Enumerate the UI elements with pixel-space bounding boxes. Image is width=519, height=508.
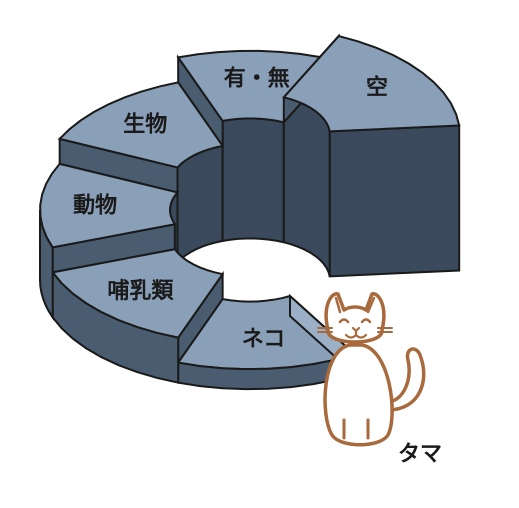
cat-illustration: タマ <box>318 294 442 466</box>
cat-label: タマ <box>398 441 442 466</box>
segment-label: 動物 <box>73 192 117 217</box>
segment-label: 空 <box>366 75 388 100</box>
cat-drawing <box>318 294 424 445</box>
segment-label: 有・無 <box>224 65 290 90</box>
hierarchy-spiral-diagram: ネコ 哺乳類 動物 生物 有・無 空タマ <box>0 0 519 508</box>
segment-label: 生物 <box>123 111 167 136</box>
segment-label: ネコ <box>242 326 286 351</box>
segment-label: 哺乳類 <box>107 278 174 303</box>
inner-wall <box>223 118 284 242</box>
inner-wall <box>177 146 222 263</box>
end-wall <box>330 125 460 276</box>
inner-wall <box>284 97 330 276</box>
